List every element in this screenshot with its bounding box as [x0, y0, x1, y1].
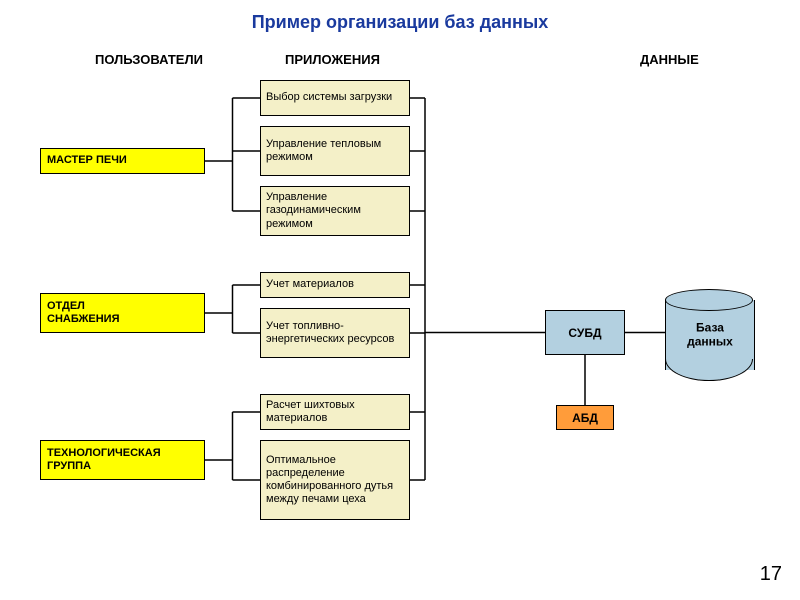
column-header-data: ДАННЫЕ [640, 52, 699, 67]
app-5: Расчет шихтовых материалов [260, 394, 410, 430]
user-supply: ОТДЕЛ СНАБЖЕНИЯ [40, 293, 205, 333]
app-0: Выбор системы загрузки [260, 80, 410, 116]
column-header-apps: ПРИЛОЖЕНИЯ [285, 52, 380, 67]
abd-box: АБД [556, 405, 614, 430]
app-4: Учет топливно-энергетических ресурсов [260, 308, 410, 358]
app-1: Управление тепловым режимом [260, 126, 410, 176]
column-header-users: ПОЛЬЗОВАТЕЛИ [95, 52, 203, 67]
user-tech: ТЕХНОЛОГИЧЕСКАЯ ГРУППА [40, 440, 205, 480]
user-master: МАСТЕР ПЕЧИ [40, 148, 205, 174]
app-6: Оптимальное распределение комбинированно… [260, 440, 410, 520]
app-3: Учет материалов [260, 272, 410, 298]
cylinder-label: База данных [666, 321, 754, 350]
page-title: Пример организации баз данных [0, 12, 800, 33]
dbms-box: СУБД [545, 310, 625, 355]
database-cylinder-icon: База данных [665, 300, 755, 370]
app-2: Управление газодинамическим режимом [260, 186, 410, 236]
page-number: 17 [760, 563, 782, 586]
